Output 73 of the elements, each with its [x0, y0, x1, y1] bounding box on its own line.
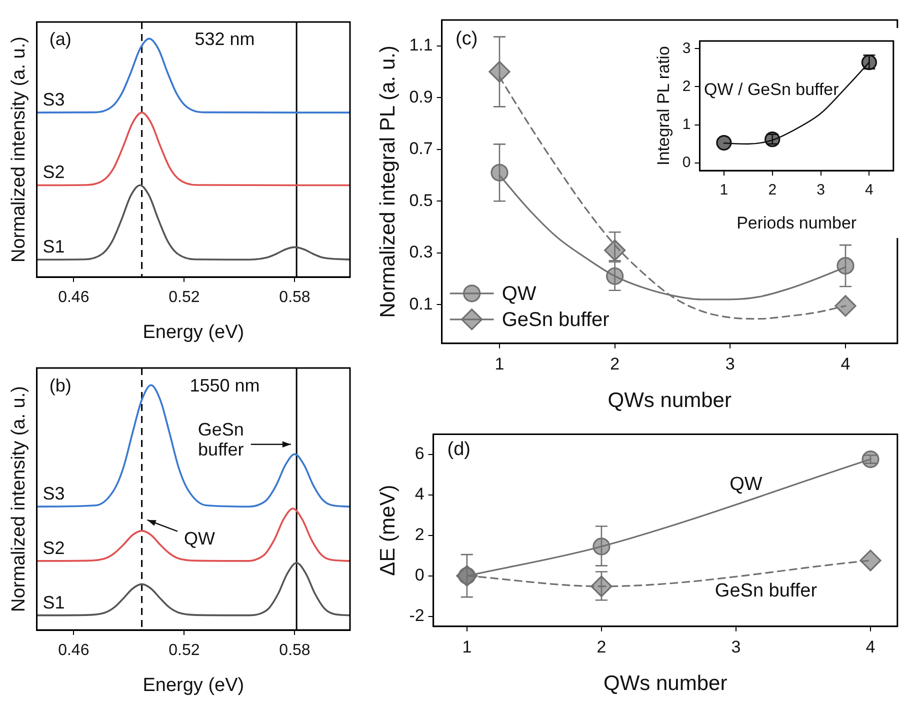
y-tick-label: 6 — [414, 444, 424, 464]
y-tick-label: 0.3 — [409, 242, 433, 262]
point — [604, 239, 626, 262]
annotation: (a) — [49, 28, 72, 49]
y-tick-label: 0.5 — [409, 190, 433, 210]
point — [716, 134, 732, 151]
y-tick-label: 1 — [682, 116, 691, 133]
legend-label: QW — [502, 282, 536, 305]
y-tick-label: 0.9 — [409, 87, 433, 106]
y-axis-title: Integral PL ratio — [654, 46, 673, 166]
annotation: 532 nm — [194, 28, 255, 49]
x-tick-label: 0.46 — [58, 289, 90, 306]
x-tick-label: 1 — [720, 182, 728, 199]
x-tick-label: 4 — [866, 637, 876, 656]
series-label: QW — [730, 474, 762, 496]
point — [834, 295, 856, 317]
point — [592, 538, 610, 556]
x-tick-label: 0.58 — [279, 289, 310, 306]
y-tick-label: 3 — [682, 40, 691, 57]
series-label: S1 — [42, 592, 65, 612]
x-axis-title: Energy (eV) — [142, 322, 244, 343]
x-axis-title: Energy (eV) — [142, 674, 244, 696]
x-axis-title: QWs number — [608, 389, 732, 412]
x-axis-title: QWs number — [604, 672, 728, 696]
y-tick-label: 0.1 — [409, 294, 433, 314]
annotation: GeSn buffer — [198, 419, 244, 460]
point — [860, 550, 882, 572]
point — [488, 60, 510, 83]
y-tick-label: 4 — [414, 484, 424, 504]
x-axis-title: Periods number — [736, 213, 857, 232]
x-tick-label: 3 — [725, 354, 735, 374]
point — [862, 450, 880, 468]
series-label: S3 — [42, 90, 65, 110]
annotation: (b) — [49, 375, 72, 396]
annotation: (d) — [447, 438, 470, 460]
y-tick-label: 1.1 — [409, 36, 433, 55]
series-label: S2 — [42, 538, 65, 558]
y-tick-label: 0 — [414, 566, 424, 585]
x-tick-label: 0.52 — [168, 289, 200, 306]
series-label: S2 — [42, 162, 65, 182]
x-tick-label: 2 — [596, 637, 606, 656]
x-tick-label: 0.58 — [279, 642, 310, 660]
legend-label: GeSn buffer — [502, 308, 610, 331]
y-tick-label: -2 — [409, 606, 424, 625]
y-tick-label: 2 — [414, 525, 424, 544]
point — [836, 256, 854, 275]
x-tick-label: 2 — [768, 182, 777, 199]
x-tick-label: 0.46 — [58, 642, 90, 660]
y-tick-label: 0 — [682, 154, 691, 172]
y-axis-title: ΔE (meV) — [376, 484, 400, 576]
x-tick-label: 0.52 — [168, 642, 200, 660]
point — [490, 164, 508, 182]
series-label: GeSn buffer — [714, 580, 818, 602]
x-tick-label: 1 — [494, 354, 504, 374]
series-label: S1 — [42, 236, 65, 257]
y-tick-label: 0.7 — [409, 139, 433, 158]
x-tick-label: 4 — [865, 182, 874, 199]
point — [606, 267, 624, 285]
x-tick-label: 3 — [731, 637, 741, 656]
annotation: QW — [184, 528, 215, 548]
x-tick-label: 1 — [462, 637, 472, 656]
y-axis-title: Normalized intensity (a. u.) — [8, 36, 30, 262]
y-tick-label: 2 — [682, 78, 691, 95]
x-tick-label: 2 — [610, 354, 620, 374]
annotation: QW / GeSn buffer — [704, 80, 840, 99]
x-tick-label: 3 — [816, 182, 825, 199]
y-axis-title: Normalized integral PL (a. u.) — [376, 46, 400, 318]
annotation: 1550 nm — [190, 375, 260, 396]
point — [590, 576, 612, 598]
y-axis-title: Normalized intensity (a. u.) — [8, 386, 30, 612]
series-label: S3 — [42, 484, 65, 504]
x-tick-label: 4 — [840, 354, 850, 374]
annotation: (c) — [456, 28, 478, 50]
